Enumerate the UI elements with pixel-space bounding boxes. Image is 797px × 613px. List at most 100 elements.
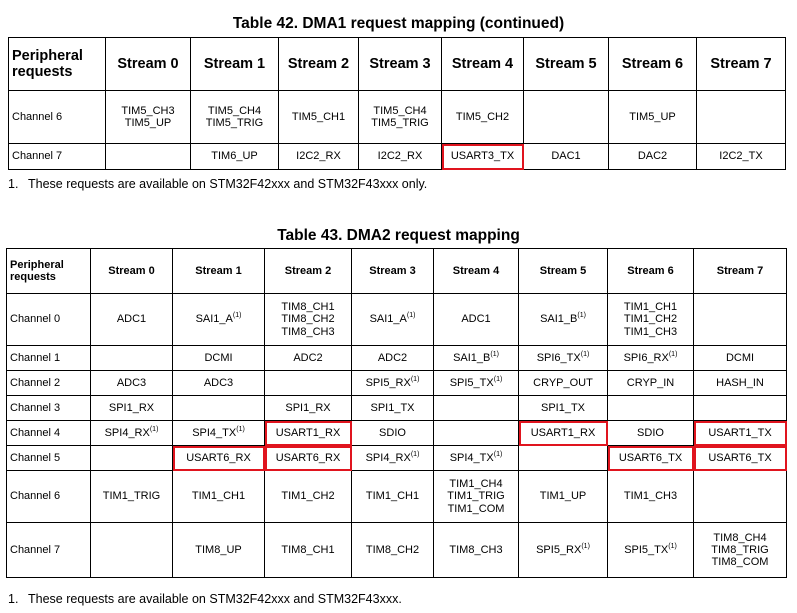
cell-text: HASH_IN — [716, 376, 764, 389]
highlighted-cell: USART3_TX — [441, 143, 524, 170]
table-cell — [607, 395, 694, 421]
table-cell — [433, 395, 519, 421]
table-cell: SPI4_RX(1) — [90, 420, 173, 446]
dma1-request-table: Peripheral requests Stream 0 Stream 1 St… — [8, 37, 786, 170]
table-cell: TIM1_CH1 — [351, 470, 434, 523]
cell-text: DAC2 — [637, 150, 668, 163]
table-cell — [696, 90, 786, 144]
table-cell: SPI1_RX — [264, 395, 352, 421]
header-stream-3: Stream 3 — [358, 37, 442, 91]
cell-text: TIM1_TRIG — [447, 490, 505, 503]
cell-text: TIM5_UP — [629, 110, 676, 123]
cell-text: DAC1 — [551, 150, 581, 163]
table-cell: CRYP_IN — [607, 370, 694, 396]
table-cell: ADC1 — [90, 293, 173, 346]
cell-text: DCMI — [204, 351, 233, 364]
table-cell: ADC3 — [172, 370, 265, 396]
highlighted-cell: USART6_TX — [607, 445, 694, 471]
cell-text: SPI5_TX — [449, 376, 494, 389]
footnote-ref: (1) — [668, 542, 677, 550]
cell-text: TIM1_CH1 — [623, 301, 678, 314]
cell-text: DCMI — [725, 351, 755, 364]
highlighted-cell: USART6_TX — [693, 445, 787, 471]
cell-text: I2C2_RX — [296, 150, 341, 163]
cell-text: TIM5_CH2 — [455, 110, 510, 123]
cell-text: ADC1 — [116, 313, 147, 326]
highlighted-cell: USART1_RX — [264, 420, 352, 446]
table-cell: ADC2 — [264, 345, 352, 371]
footnote-ref: (1) — [580, 350, 590, 358]
footnote-ref: (1) — [410, 450, 420, 458]
table-row-channel-3: Channel 3 SPI1_RX SPI1_RX SPI1_TX SPI1_TX — [6, 395, 787, 421]
table-row-channel-6: Channel 6 TIM1_TRIG TIM1_CH1 TIM1_CH2 TIM1… — [6, 470, 787, 523]
cell-text: ADC3 — [203, 376, 234, 389]
table-cell: CRYP_OUT — [518, 370, 608, 396]
cell-text: TIM1_CH3 — [623, 490, 678, 503]
highlighted-cell: USART1_TX — [693, 420, 787, 446]
cell-text: SPI6_RX — [623, 351, 669, 364]
cell-text: SPI1_RX — [285, 401, 331, 414]
table-cell: TIM5_CH3 TIM5_UP — [105, 90, 191, 144]
cell-text: SAI1_A — [195, 313, 233, 326]
table-cell — [105, 143, 191, 170]
cell-text: TIM6_UP — [211, 150, 258, 163]
footnote-text: These requests are available on STM32F42… — [28, 177, 428, 191]
table-cell: TIM8_CH3 — [433, 522, 519, 578]
header-row: Peripheral requests Stream 0 Stream 1 St… — [6, 248, 787, 294]
table-cell: SPI6_RX(1) — [607, 345, 694, 371]
cell-text: TIM5_CH4 — [373, 104, 427, 117]
table-cell: TIM8_CH1 TIM8_CH2 TIM8_CH3 — [264, 293, 352, 346]
table-cell: SAI1_A(1) — [172, 293, 265, 346]
dma2-request-table: Peripheral requests Stream 0 Stream 1 St… — [6, 248, 787, 578]
table-cell: DCMI — [172, 345, 265, 371]
table-cell: SPI6_TX(1) — [518, 345, 608, 371]
cell-text: USART1_TX — [708, 426, 772, 439]
cell-text: USART6_RX — [275, 451, 341, 464]
cell-text: SPI5_TX — [624, 543, 669, 556]
header-row: Peripheral requests Stream 0 Stream 1 St… — [8, 37, 786, 91]
highlighted-cell: USART6_RX — [172, 445, 265, 471]
cell-text: TIM8_UP — [195, 543, 242, 556]
cell-text: TIM8_CH3 — [449, 543, 503, 556]
cell-text: CRYP_OUT — [533, 376, 593, 389]
header-peripheral-requests: Peripheral requests — [8, 37, 106, 91]
table-42-footnote: 1. These requests are available on STM32F… — [8, 177, 427, 191]
footnote-ref: (1) — [577, 312, 586, 320]
row-label: Channel 0 — [6, 293, 91, 346]
row-label: Channel 2 — [6, 370, 91, 396]
header-stream-2: Stream 2 — [264, 248, 352, 294]
header-stream-2: Stream 2 — [278, 37, 359, 91]
table-cell: TIM5_CH4 TIM5_TRIG — [190, 90, 279, 144]
table-cell — [693, 293, 787, 346]
cell-text: TIM1_COM — [447, 502, 505, 515]
row-label: Channel 5 — [6, 445, 91, 471]
table-cell: I2C2_TX — [696, 143, 786, 170]
cell-text: ADC1 — [461, 313, 491, 326]
header-peripheral-requests: Peripheral requests — [6, 248, 91, 294]
table-cell: SPI5_RX(1) — [351, 370, 434, 396]
table-cell — [518, 445, 608, 471]
table-cell: TIM8_CH1 — [264, 522, 352, 578]
footnote-ref: (1) — [410, 375, 420, 383]
table-cell — [264, 370, 352, 396]
table-cell — [90, 345, 173, 371]
cell-text: CRYP_IN — [626, 376, 675, 389]
table-cell — [693, 470, 787, 523]
cell-text: SAI1_B — [453, 351, 491, 364]
header-stream-4: Stream 4 — [441, 37, 524, 91]
table-cell: ADC3 — [90, 370, 173, 396]
footnote-ref: (1) — [581, 542, 590, 550]
table-cell: I2C2_RX — [278, 143, 359, 170]
header-stream-5: Stream 5 — [523, 37, 609, 91]
cell-text: SPI1_RX — [108, 401, 155, 414]
cell-text: TIM5_CH1 — [291, 110, 346, 123]
cell-text: ADC2 — [293, 351, 323, 364]
cell-text: SDIO — [379, 426, 406, 439]
header-stream-6: Stream 6 — [607, 248, 694, 294]
cell-text: TIM1_UP — [539, 490, 587, 503]
cell-text: SAI1_A — [369, 313, 407, 326]
header-stream-5: Stream 5 — [518, 248, 608, 294]
row-label: Channel 6 — [8, 90, 106, 144]
cell-text: SPI4_TX — [192, 426, 237, 439]
cell-text: USART6_TX — [618, 451, 683, 464]
